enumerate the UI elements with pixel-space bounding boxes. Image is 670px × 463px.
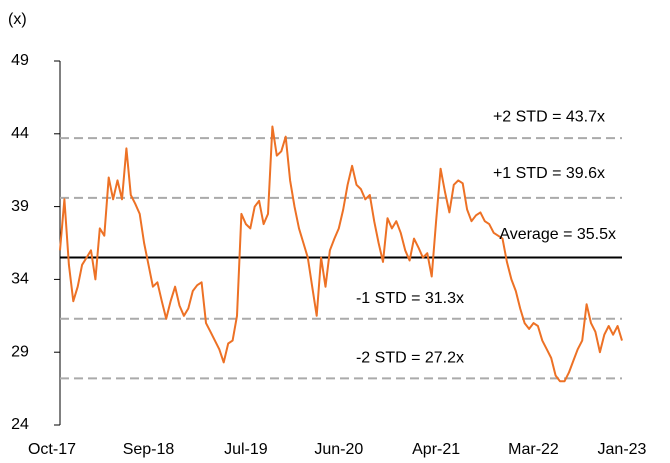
data-line [59,125,623,383]
reference-label: +1 STD = 39.6x [493,165,605,182]
x-tick-label: Oct-17 [28,441,76,458]
y-axis-label: (x) [8,11,27,28]
x-tick-label: Jan-23 [598,441,647,458]
y-tick-label: 29 [11,343,29,360]
y-tick-label: 24 [11,416,29,433]
x-tick-label: Mar-22 [508,441,559,458]
y-tick-label: 44 [11,125,29,142]
y-tick-label: 39 [11,198,29,215]
reference-label: Average = 35.5x [499,226,616,243]
reference-label: -2 STD = 27.2x [356,350,464,367]
x-tick-label: Jun-20 [314,441,363,458]
y-tick-label: 34 [11,271,29,288]
x-tick-label: Sep-18 [123,441,175,458]
reference-label: -1 STD = 31.3x [356,290,464,307]
x-tick-label: Apr-21 [412,441,460,458]
x-tick-label: Jul-19 [224,441,268,458]
y-tick-label: 49 [11,52,29,69]
reference-label: +2 STD = 43.7x [493,108,605,125]
